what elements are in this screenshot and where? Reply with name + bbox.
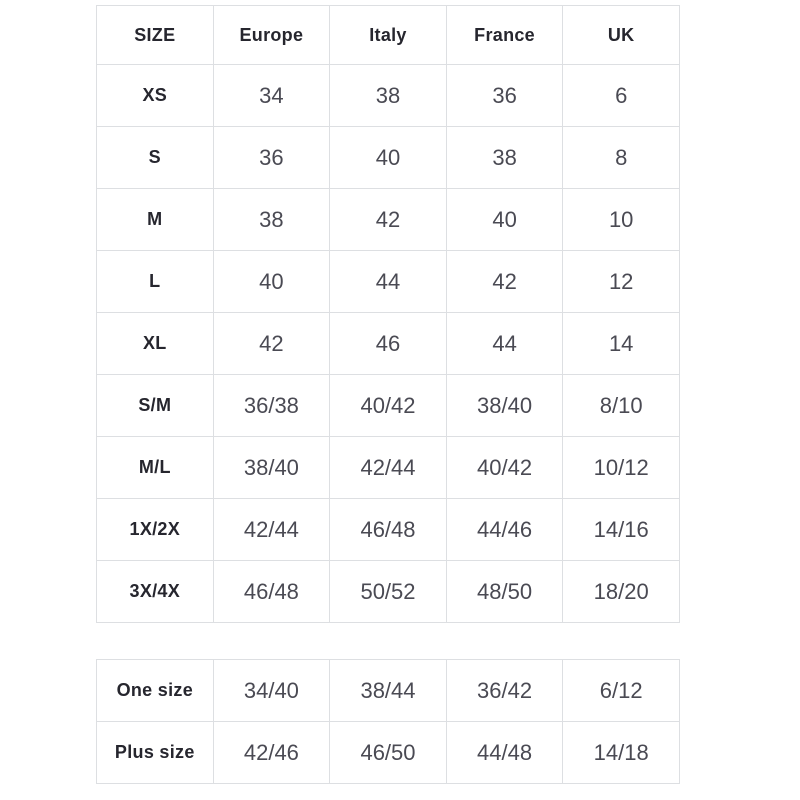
size-label-cell: S/M [96,374,214,437]
header-cell-uk: UK [562,5,680,65]
size-value-cell: 36/42 [445,659,564,722]
size-label-cell: M [96,188,214,251]
size-value-cell: 44 [329,250,447,313]
size-value-cell: 14 [562,312,680,375]
header-cell-france: France [445,5,564,65]
size-value-cell: 44/46 [445,498,564,561]
header-row: SIZE Europe Italy France UK [96,5,680,65]
size-value-cell: 38 [329,64,447,127]
table-row: 3X/4X 46/48 50/52 48/50 18/20 [96,560,680,623]
special-sizes-table: One size 34/40 38/44 36/42 6/12 Plus size 42/4… [96,659,680,784]
size-value-cell: 46/50 [329,721,447,784]
special-sizes-table-body: One size 34/40 38/44 36/42 6/12 Plus size 42/4… [96,659,680,784]
size-value-cell: 44 [445,312,564,375]
size-value-cell: 34 [212,64,331,127]
size-value-cell: 6/12 [562,659,680,722]
size-value-cell: 42/46 [212,721,331,784]
size-conversion-table-body: XS 34 38 36 6 S 36 40 38 8 M 38 42 40 10 L 40 44 42 12 XL 42 4… [96,64,680,623]
size-value-cell: 18/20 [562,560,680,623]
table-row: S/M 36/38 40/42 38/40 8/10 [96,374,680,437]
header-cell-size: SIZE [96,5,214,65]
size-conversion-table-header: SIZE Europe Italy France UK [96,5,680,65]
size-value-cell: 10/12 [562,436,680,499]
table-row: XL 42 46 44 14 [96,312,680,375]
size-value-cell: 38/40 [445,374,564,437]
table-row: L 40 44 42 12 [96,250,680,313]
size-value-cell: 14/16 [562,498,680,561]
size-value-cell: 12 [562,250,680,313]
size-value-cell: 10 [562,188,680,251]
size-value-cell: 38 [445,126,564,189]
table-row: S 36 40 38 8 [96,126,680,189]
table-row: 1X/2X 42/44 46/48 44/46 14/16 [96,498,680,561]
table-row: Plus size 42/46 46/50 44/48 14/18 [96,721,680,784]
size-value-cell: 42/44 [212,498,331,561]
size-value-cell: 42/44 [329,436,447,499]
table-row: M/L 38/40 42/44 40/42 10/12 [96,436,680,499]
size-value-cell: 38/44 [329,659,447,722]
size-label-cell: One size [96,659,214,722]
size-value-cell: 40/42 [445,436,564,499]
size-value-cell: 48/50 [445,560,564,623]
size-value-cell: 40 [212,250,331,313]
size-value-cell: 8/10 [562,374,680,437]
table-row: M 38 42 40 10 [96,188,680,251]
header-cell-italy: Italy [329,5,447,65]
size-label-cell: L [96,250,214,313]
size-label-cell: Plus size [96,721,214,784]
size-label-cell: M/L [96,436,214,499]
size-value-cell: 40 [329,126,447,189]
size-label-cell: XL [96,312,214,375]
table-row: XS 34 38 36 6 [96,64,680,127]
size-value-cell: 34/40 [212,659,331,722]
size-conversion-table: SIZE Europe Italy France UK XS 34 38 36 6 S 36… [96,5,680,623]
size-value-cell: 40/42 [329,374,447,437]
size-value-cell: 42 [445,250,564,313]
size-label-cell: 1X/2X [96,498,214,561]
size-value-cell: 46/48 [212,560,331,623]
size-value-cell: 50/52 [329,560,447,623]
size-value-cell: 38 [212,188,331,251]
size-value-cell: 46 [329,312,447,375]
size-value-cell: 38/40 [212,436,331,499]
size-label-cell: 3X/4X [96,560,214,623]
size-value-cell: 14/18 [562,721,680,784]
header-cell-europe: Europe [212,5,331,65]
size-value-cell: 36 [445,64,564,127]
size-value-cell: 42 [212,312,331,375]
size-value-cell: 44/48 [445,721,564,784]
size-value-cell: 8 [562,126,680,189]
size-value-cell: 46/48 [329,498,447,561]
size-value-cell: 40 [445,188,564,251]
size-label-cell: S [96,126,214,189]
table-row: One size 34/40 38/44 36/42 6/12 [96,659,680,722]
size-value-cell: 36/38 [212,374,331,437]
size-value-cell: 42 [329,188,447,251]
size-label-cell: XS [96,64,214,127]
size-value-cell: 36 [212,126,331,189]
size-value-cell: 6 [562,64,680,127]
